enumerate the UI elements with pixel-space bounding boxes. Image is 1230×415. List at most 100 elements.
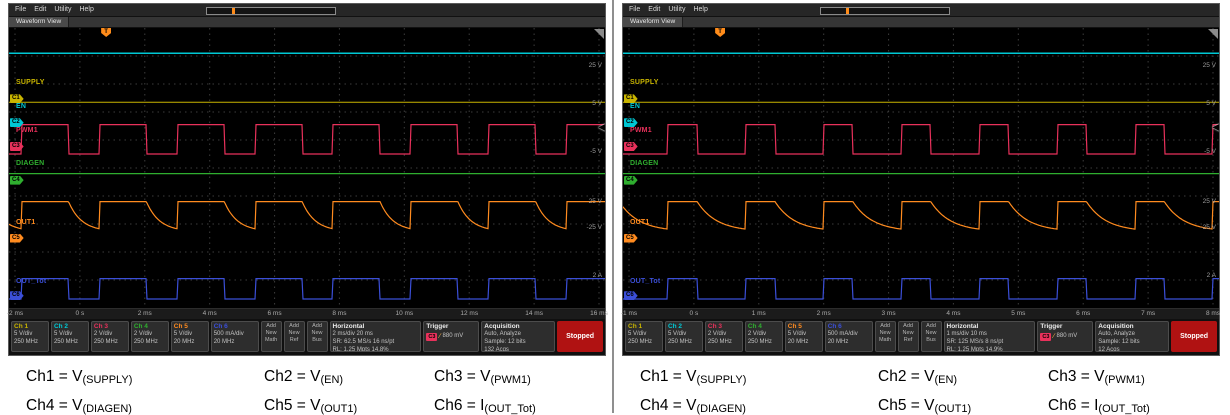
channel-badge-6[interactable]: Ch 6 500 mA/div 20 MHz	[210, 321, 259, 352]
run-stop-badge[interactable]: Stopped	[1171, 321, 1218, 352]
channel-badge-6[interactable]: Ch 6 500 mA/div 20 MHz	[824, 321, 873, 352]
channel-badge-title: Ch 2	[53, 323, 69, 330]
add-new-label: Add	[312, 323, 322, 329]
caption-row: Ch1 = V(SUPPLY) Ch2 = V(EN) Ch3 = V(PWM1)	[640, 368, 1218, 386]
channel-badge-title: Ch 1	[14, 323, 29, 330]
horizontal-badge[interactable]: Horizontal 2 ms/div 20 ms SR: 62.5 MS/s 16…	[329, 321, 422, 352]
menu-item-edit[interactable]: Edit	[648, 6, 661, 13]
horizontal-position-minimap[interactable]	[205, 6, 336, 15]
channel-badge-title: Ch 3	[707, 323, 722, 330]
channel-marker-c5[interactable]: C5	[624, 233, 638, 243]
channel-marker-c4[interactable]: C4	[10, 175, 24, 185]
menu-item-help[interactable]: Help	[693, 6, 708, 13]
add-new-bus-button[interactable]: Add New Bus	[920, 321, 942, 352]
trigger-level-marker[interactable]: ◀	[1212, 121, 1219, 133]
time-tick: 12 ms	[460, 310, 479, 317]
resize-corner-icon[interactable]	[594, 29, 604, 39]
acquisition-line: 12 Acqs	[1098, 347, 1120, 352]
trace-pwm1	[9, 123, 605, 155]
channel-marker-c2[interactable]: C2	[10, 118, 24, 128]
caption-subscript: (EN)	[934, 374, 958, 386]
channel-label-en: EN	[630, 103, 641, 110]
menu-item-file[interactable]: File	[15, 6, 27, 13]
horizontal-position-minimap[interactable]	[819, 6, 950, 15]
scale-readout: 2 A	[592, 272, 602, 280]
channel-marker-c4[interactable]: C4	[624, 175, 638, 185]
channel-scale: 2 V/div	[707, 331, 727, 338]
waveform-plot[interactable]: SUPPLY C1 EN C2 PWM1 C3 DIAGEN C4 OUT1 C5 OUT_Tot C…	[623, 28, 1219, 308]
channel-label-out_tot: OUT_Tot	[16, 278, 47, 285]
channel-marker-c1[interactable]: C1	[10, 94, 24, 104]
scope-panel-right: File Edit Utility Help Waveform View SUPPLY C1…	[614, 0, 1228, 415]
add-new-bus-button[interactable]: Add New Bus	[306, 321, 328, 352]
scale-readout: 25 V	[1202, 61, 1216, 69]
caption-subscript: (PWM1)	[1104, 374, 1145, 386]
channel-badge-title: Ch 4	[747, 323, 762, 330]
trigger-position-marker[interactable]: T	[101, 28, 112, 37]
add-new-math-button[interactable]: Add New Math	[874, 321, 896, 352]
channel-marker-c2[interactable]: C2	[624, 118, 638, 128]
add-new-ref-button[interactable]: Add New Ref	[283, 321, 305, 352]
horizontal-line: SR: 125 MS/s 8 ns/pt	[946, 339, 1004, 346]
trigger-badge[interactable]: Trigger C3 ∕ 880 mV	[1037, 321, 1094, 352]
trigger-level-marker[interactable]: ◀	[598, 121, 605, 133]
run-stop-badge[interactable]: Stopped	[557, 321, 604, 352]
channel-scale: 5 V/div	[53, 331, 73, 338]
acquisition-line: 132 Acqs	[484, 347, 509, 352]
channel-scale: 5 V/div	[14, 331, 33, 338]
scale-readout: 25 V	[588, 197, 602, 205]
add-new-label: New	[311, 330, 323, 337]
caption-ch3: Ch3 = V(PWM1)	[1048, 368, 1145, 386]
menu-item-utility[interactable]: Utility	[54, 6, 72, 13]
acquisition-badge[interactable]: Acquisition Auto, Analyze Sample: 12 bits 1…	[1095, 321, 1170, 352]
add-new-label: New	[288, 330, 300, 337]
menu-item-utility[interactable]: Utility	[668, 6, 686, 13]
channel-bandwidth: 20 MHz	[173, 339, 195, 346]
trigger-badge[interactable]: Trigger C3 ∕ 880 mV	[423, 321, 480, 352]
channel-marker-c1[interactable]: C1	[624, 94, 638, 104]
time-tick: 6 ms	[267, 310, 282, 317]
add-new-ref-button[interactable]: Add New Ref	[897, 321, 919, 352]
tab-waveform-view[interactable]: Waveform View	[623, 17, 684, 27]
menu-item-help[interactable]: Help	[79, 6, 94, 13]
resize-corner-icon[interactable]	[1208, 29, 1218, 39]
acquisition-badge[interactable]: Acquisition Auto, Analyze Sample: 12 bits 1…	[481, 321, 556, 352]
waveform-plot[interactable]: SUPPLY C1 EN C2 PWM1 C3 DIAGEN C4 OUT1 C5 OUT_Tot C…	[9, 28, 605, 308]
add-new-math-button[interactable]: Add New Math	[260, 321, 282, 352]
trigger-settings: C3 ∕ 880 mV	[1040, 332, 1090, 341]
channel-bandwidth: 250 MHz	[628, 339, 653, 346]
channel-marker-c6[interactable]: C6	[10, 291, 24, 301]
channel-marker-c6[interactable]: C6	[624, 291, 638, 301]
tab-waveform-view[interactable]: Waveform View	[9, 17, 70, 27]
channel-bandwidth: 20 MHz	[213, 339, 235, 346]
add-new-label: Math	[264, 337, 278, 344]
channel-label-pwm1: PWM1	[630, 126, 652, 134]
channel-bandwidth: 250 MHz	[667, 339, 692, 346]
channel-marker-c5[interactable]: C5	[10, 233, 24, 243]
menu-item-file[interactable]: File	[629, 6, 641, 13]
acquisition-title: Acquisition	[484, 323, 520, 330]
caption-text: Ch4 = V	[640, 397, 697, 414]
trigger-position-marker[interactable]: T	[715, 28, 726, 37]
channel-badge-title: Ch 2	[667, 323, 683, 330]
caption-text: Ch3 = V	[434, 368, 491, 385]
menu-item-edit[interactable]: Edit	[34, 6, 47, 13]
time-tick: 4 ms	[946, 310, 961, 317]
channel-marker-c3[interactable]: C3	[10, 142, 24, 151]
time-tick: -1 ms	[620, 310, 638, 317]
caption-text: Ch1 = V	[640, 368, 697, 385]
horizontal-badge[interactable]: Horizontal 1 ms/div 10 ms SR: 125 MS/s 8 n…	[943, 321, 1036, 352]
horizontal-line: SR: 62.5 MS/s 16 ns/pt	[332, 339, 395, 346]
minimap-trigger-tick	[232, 7, 236, 14]
channel-marker-c3[interactable]: C3	[624, 142, 638, 151]
